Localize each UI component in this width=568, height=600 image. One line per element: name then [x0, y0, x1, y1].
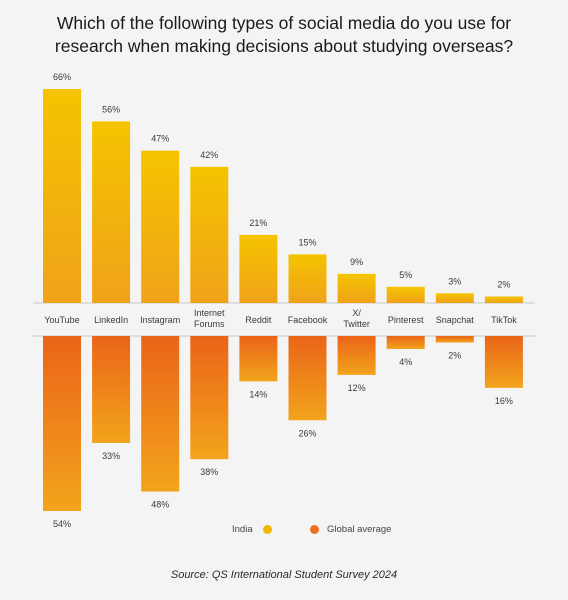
legend-label-global: Global average: [327, 524, 392, 535]
chart-title-line-2: research when making decisions about stu…: [54, 36, 514, 56]
legend-item-india: India: [232, 524, 272, 535]
bar-global-internet-forums: [190, 336, 229, 460]
data-label-global-youtube: 54%: [53, 519, 71, 529]
bar-global-linkedin: [92, 336, 131, 443]
data-label-global-x-twitter: 12%: [348, 383, 366, 393]
legend-label-india: India: [232, 524, 253, 535]
data-label-india-instagram: 47%: [151, 134, 169, 144]
bar-india-internet-forums: [190, 166, 229, 303]
data-label-global-instagram: 48%: [151, 500, 169, 510]
bar-india-x-twitter: [337, 273, 376, 303]
category-label-linkedin: LinkedIn: [94, 315, 128, 325]
data-label-india-internet-forums: 42%: [200, 150, 218, 160]
category-label-x-twitter: X/Twitter: [343, 308, 370, 329]
legend-item-global: Global average: [310, 524, 391, 535]
data-label-india-pinterest: 5%: [399, 270, 412, 280]
bar-global-tiktok: [484, 336, 523, 388]
bar-global-facebook: [288, 336, 327, 421]
bar-global-instagram: [141, 336, 180, 492]
category-label-internet-forums: Internet Forums: [194, 308, 225, 329]
source-note: Source: QS International Student Survey …: [170, 569, 398, 581]
category-label-pinterest: Pinterest: [388, 315, 424, 325]
data-label-india-reddit: 21%: [249, 218, 267, 228]
bar-india-instagram: [141, 150, 180, 303]
legend-swatch-global: [310, 525, 319, 534]
bar-india-linkedin: [92, 121, 131, 303]
data-label-global-internet-forums: 38%: [200, 467, 218, 477]
category-label-instagram: Instagram: [140, 315, 180, 325]
legend-swatch-india: [262, 525, 272, 534]
data-label-india-linkedin: 56%: [102, 104, 120, 114]
data-label-global-snapchat: 2%: [448, 350, 461, 360]
category-label-youtube: YouTube: [44, 315, 79, 325]
bar-global-pinterest: [386, 336, 425, 349]
data-label-india-snapchat: 3%: [448, 276, 461, 286]
bar-india-youtube: [43, 89, 81, 303]
data-label-global-tiktok: 16%: [495, 396, 513, 406]
category-label-facebook: Facebook: [288, 315, 328, 325]
data-label-india-youtube: 66%: [53, 72, 71, 82]
bar-india-pinterest: [386, 286, 425, 303]
category-label-tiktok: TikTok: [491, 315, 517, 325]
bar-global-snapchat: [435, 336, 474, 343]
bar-global-x-twitter: [337, 336, 376, 375]
bar-india-facebook: [288, 254, 327, 303]
data-label-india-facebook: 15%: [298, 237, 316, 247]
data-label-global-pinterest: 4%: [399, 357, 412, 367]
legend: India Global average: [0, 524, 568, 544]
bar-india-tiktok: [484, 296, 523, 303]
data-label-global-reddit: 14%: [249, 389, 267, 399]
bar-india-reddit: [239, 234, 278, 303]
bar-global-youtube: [43, 336, 81, 511]
category-label-snapchat: Snapchat: [436, 315, 475, 325]
data-label-global-linkedin: 33%: [102, 451, 120, 461]
bar-global-reddit: [239, 336, 278, 382]
category-label-reddit: Reddit: [245, 315, 272, 325]
chart-title: Which of the following types of social m…: [0, 12, 568, 58]
bar-india-snapchat: [435, 293, 474, 303]
data-label-india-tiktok: 2%: [497, 280, 510, 290]
data-label-india-x-twitter: 9%: [350, 257, 363, 267]
data-label-global-facebook: 26%: [298, 428, 316, 438]
chart-title-line-1: Which of the following types of social m…: [56, 13, 512, 33]
